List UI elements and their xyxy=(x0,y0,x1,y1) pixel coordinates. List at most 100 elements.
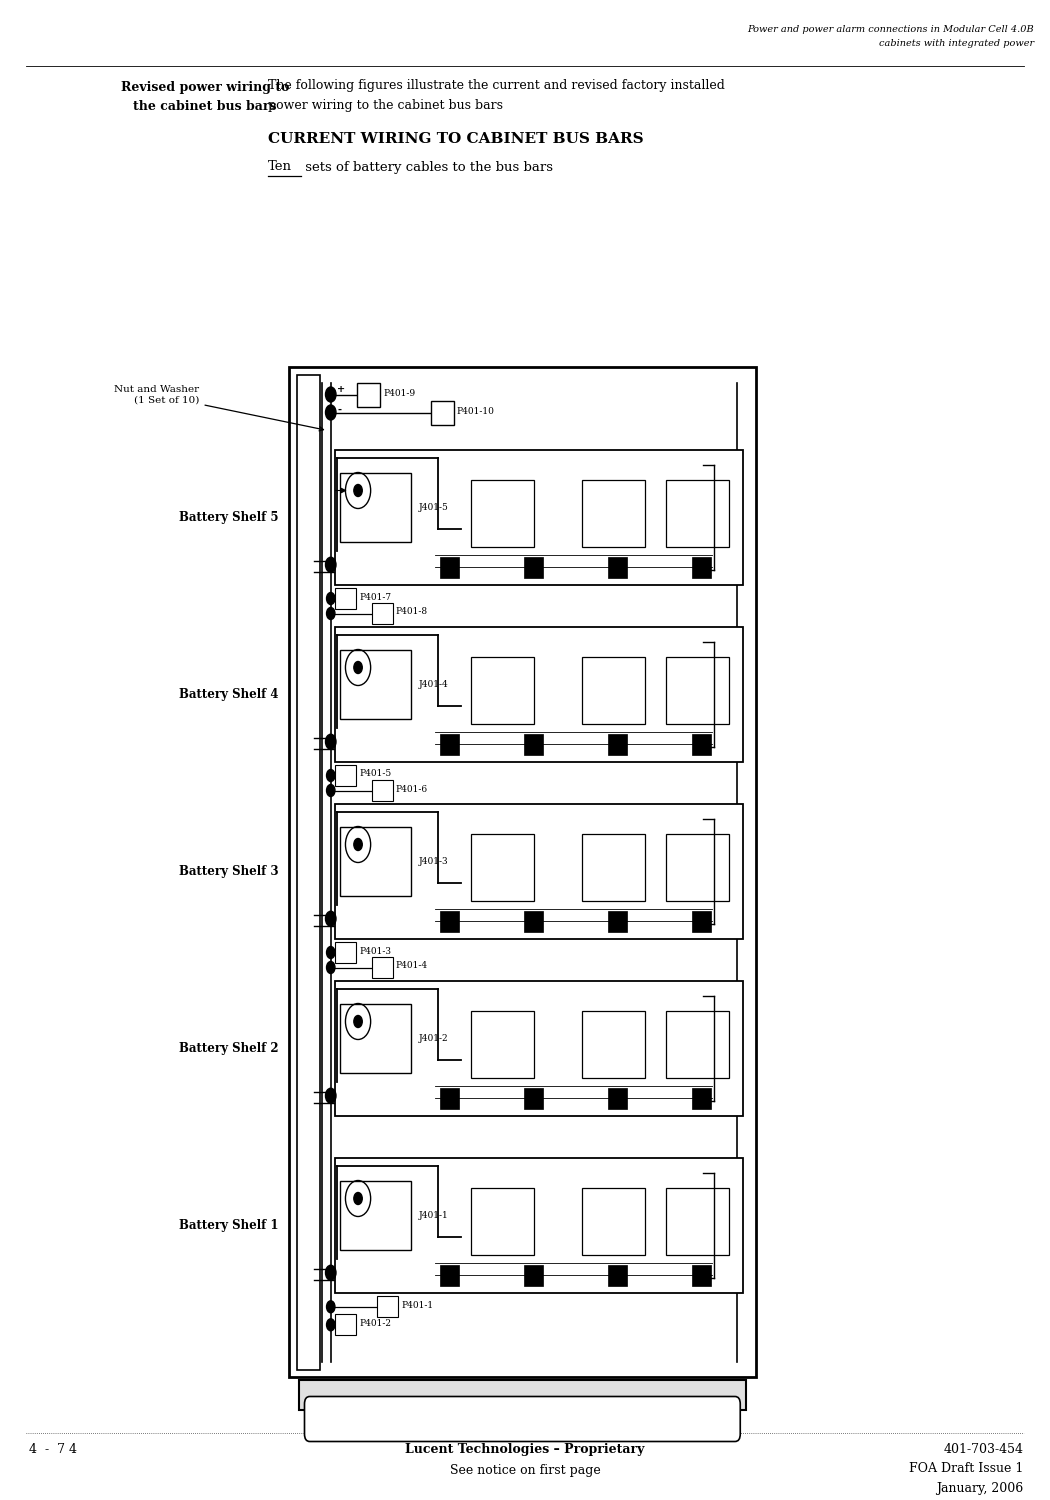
Circle shape xyxy=(326,735,336,750)
Text: J401-5: J401-5 xyxy=(419,503,448,512)
Text: Battery Shelf 4: Battery Shelf 4 xyxy=(178,688,278,700)
Bar xyxy=(340,1004,411,1074)
Circle shape xyxy=(327,1300,335,1312)
Text: P401-3: P401-3 xyxy=(359,946,391,956)
Bar xyxy=(524,1088,543,1108)
Bar xyxy=(440,1264,459,1286)
Text: the cabinet bus bars: the cabinet bus bars xyxy=(133,100,276,114)
Bar xyxy=(335,981,743,1116)
Bar xyxy=(440,910,459,932)
Text: CURRENT WIRING TO CABINET BUS BARS: CURRENT WIRING TO CABINET BUS BARS xyxy=(268,132,644,146)
Text: Battery Shelf 2: Battery Shelf 2 xyxy=(178,1042,278,1054)
Text: The following figures illustrate the current and revised factory installed: The following figures illustrate the cur… xyxy=(268,80,724,93)
Bar xyxy=(524,556,543,578)
Text: J401-4: J401-4 xyxy=(419,680,448,688)
Bar xyxy=(666,480,729,548)
Text: J401-3: J401-3 xyxy=(419,856,448,865)
Bar xyxy=(372,780,393,801)
Bar xyxy=(692,734,711,754)
Circle shape xyxy=(327,608,335,619)
Bar xyxy=(692,1088,711,1108)
Circle shape xyxy=(327,592,335,604)
Circle shape xyxy=(326,912,336,927)
Bar xyxy=(692,556,711,578)
Text: sets of battery cables to the bus bars: sets of battery cables to the bus bars xyxy=(301,160,553,174)
Text: +: + xyxy=(337,386,345,394)
Bar xyxy=(666,1188,729,1256)
Bar xyxy=(524,910,543,932)
Bar xyxy=(582,834,645,902)
Bar xyxy=(582,1011,645,1078)
Bar xyxy=(608,1088,627,1108)
Bar xyxy=(335,627,743,762)
Bar xyxy=(299,1380,746,1410)
Text: 401-703-454: 401-703-454 xyxy=(944,1443,1024,1456)
Bar xyxy=(335,588,356,609)
Bar xyxy=(340,827,411,897)
Text: P401-10: P401-10 xyxy=(457,406,495,416)
Circle shape xyxy=(354,662,362,674)
Circle shape xyxy=(327,770,335,782)
Circle shape xyxy=(326,1089,336,1104)
Text: J401-1: J401-1 xyxy=(419,1210,448,1219)
Bar xyxy=(335,1158,743,1293)
Bar xyxy=(582,1188,645,1256)
Circle shape xyxy=(327,784,335,796)
Text: P401-5: P401-5 xyxy=(359,770,392,778)
FancyBboxPatch shape xyxy=(304,1396,740,1441)
Text: January, 2006: January, 2006 xyxy=(937,1482,1024,1496)
Text: 4  -  7 4: 4 - 7 4 xyxy=(29,1443,78,1456)
Text: P401-8: P401-8 xyxy=(396,608,428,616)
Bar xyxy=(335,450,743,585)
Text: P401-4: P401-4 xyxy=(396,962,428,970)
Bar xyxy=(372,603,393,624)
Text: Battery Shelf 1: Battery Shelf 1 xyxy=(178,1220,278,1232)
Circle shape xyxy=(326,558,336,573)
Bar xyxy=(335,804,743,939)
Text: See notice on first page: See notice on first page xyxy=(449,1464,601,1478)
Text: power wiring to the cabinet bus bars: power wiring to the cabinet bus bars xyxy=(268,99,503,112)
Bar xyxy=(357,382,380,406)
Circle shape xyxy=(354,1016,362,1028)
Bar xyxy=(608,910,627,932)
Bar xyxy=(582,657,645,724)
Bar xyxy=(608,734,627,754)
Text: Power and power alarm connections in Modular Cell 4.0B: Power and power alarm connections in Mod… xyxy=(748,26,1034,34)
Text: cabinets with integrated power: cabinets with integrated power xyxy=(879,39,1034,48)
Circle shape xyxy=(354,484,362,496)
Circle shape xyxy=(327,1318,335,1330)
Text: Nut and Washer
(1 Set of 10): Nut and Washer (1 Set of 10) xyxy=(114,386,323,430)
Text: P401-7: P401-7 xyxy=(359,592,392,602)
Circle shape xyxy=(326,405,336,420)
Text: Battery Shelf 3: Battery Shelf 3 xyxy=(178,865,278,877)
Bar xyxy=(335,942,356,963)
Bar xyxy=(582,480,645,548)
Text: Battery Shelf 5: Battery Shelf 5 xyxy=(178,512,278,524)
Text: Lucent Technologies – Proprietary: Lucent Technologies – Proprietary xyxy=(405,1443,645,1456)
Circle shape xyxy=(326,1266,336,1281)
Circle shape xyxy=(354,1192,362,1204)
Bar xyxy=(471,1188,534,1256)
Text: J401-2: J401-2 xyxy=(419,1034,448,1042)
Circle shape xyxy=(327,962,335,974)
Text: P401-2: P401-2 xyxy=(359,1318,391,1328)
Bar xyxy=(335,1314,356,1335)
Circle shape xyxy=(327,946,335,958)
Bar xyxy=(335,765,356,786)
Bar xyxy=(289,368,756,1377)
Text: -: - xyxy=(337,405,341,414)
Text: Revised power wiring to: Revised power wiring to xyxy=(121,81,289,94)
Text: P401-1: P401-1 xyxy=(401,1300,434,1310)
Text: FOA Draft Issue 1: FOA Draft Issue 1 xyxy=(909,1462,1024,1476)
Bar xyxy=(666,834,729,902)
Bar xyxy=(471,480,534,548)
Bar xyxy=(340,472,411,543)
Bar xyxy=(440,556,459,578)
Bar xyxy=(666,657,729,724)
Bar xyxy=(430,400,454,424)
Bar xyxy=(440,1088,459,1108)
Text: P401-6: P401-6 xyxy=(396,784,428,794)
Circle shape xyxy=(354,839,362,850)
Bar xyxy=(297,375,320,1370)
Bar xyxy=(666,1011,729,1078)
